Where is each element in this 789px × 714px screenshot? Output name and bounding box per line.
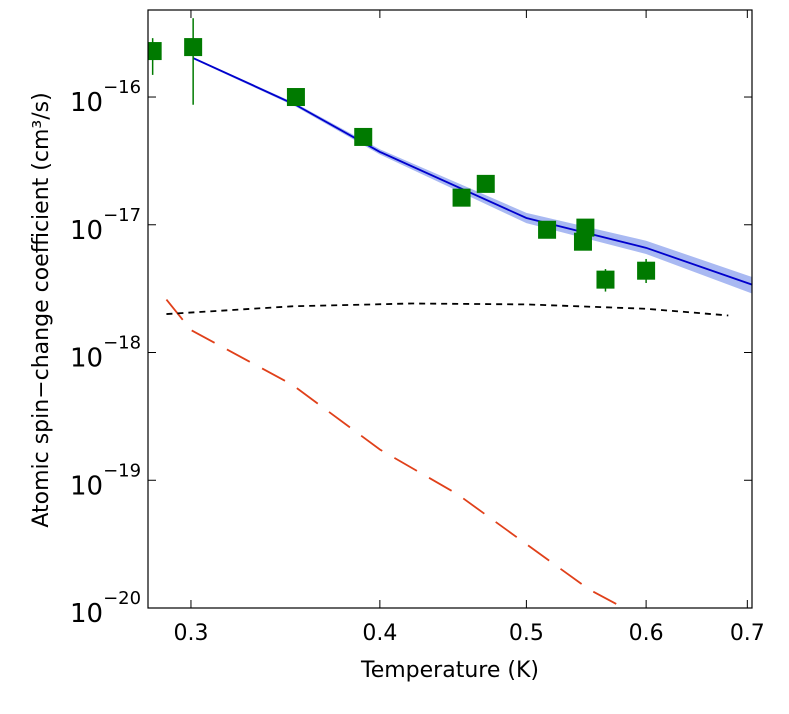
y-tick-base: 10 [70, 216, 103, 246]
y-tick-label: 10−20 [70, 588, 141, 629]
plot-frame [147, 9, 753, 609]
data-point [148, 42, 162, 61]
y-tick-base: 10 [70, 88, 103, 118]
plot-area [148, 18, 752, 608]
y-axis-title: Atomic spin−change coefficient (cm³/s) [29, 92, 54, 527]
y-tick-base: 10 [70, 471, 103, 501]
y-tick-base: 10 [70, 344, 103, 374]
data-point [637, 261, 656, 280]
data-point [354, 127, 373, 146]
data-point [576, 218, 595, 237]
data-point [452, 188, 471, 207]
y-tick-label: 10−17 [70, 205, 141, 246]
y-tick-exponent: −18 [103, 333, 141, 354]
line [165, 298, 625, 608]
y-tick-exponent: −16 [103, 77, 141, 98]
data-point [476, 174, 495, 193]
line [192, 57, 752, 286]
y-tick-exponent: −17 [103, 205, 141, 226]
data-point [596, 270, 615, 289]
x-tick-label: 0.6 [629, 621, 664, 646]
y-tick-exponent: −20 [103, 588, 141, 609]
y-tick-label: 10−19 [70, 460, 141, 501]
line [166, 302, 729, 317]
y-tick-label: 10−18 [70, 333, 141, 374]
confidence-band [193, 57, 752, 294]
x-tick-label: 0.5 [509, 621, 544, 646]
data-point [538, 220, 557, 239]
x-axis-title: Temperature (K) [360, 658, 539, 683]
data-point [573, 232, 592, 251]
x-tick-label: 0.3 [173, 621, 208, 646]
y-tick-label: 10−16 [70, 77, 141, 118]
y-tick-base: 10 [70, 599, 103, 629]
x-tick-label: 0.7 [730, 621, 765, 646]
x-tick-label: 0.4 [362, 621, 397, 646]
data-point [286, 88, 305, 107]
y-tick-exponent: −19 [103, 460, 141, 481]
data-point [184, 38, 203, 57]
